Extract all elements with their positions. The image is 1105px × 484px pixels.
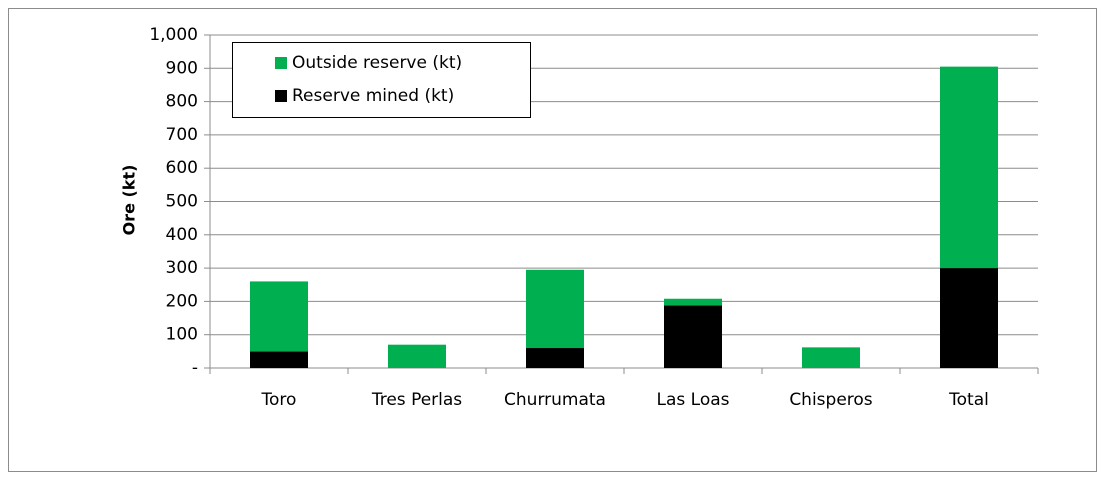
x-tick-label: Tres Perlas xyxy=(371,390,462,410)
bar-segment xyxy=(526,269,584,349)
y-tick-label: 200 xyxy=(166,291,198,311)
legend-swatch xyxy=(275,57,287,69)
legend-label: Reserve mined (kt) xyxy=(292,86,454,106)
x-tick-label: Churrumata xyxy=(504,390,606,410)
x-tick-label: Chisperos xyxy=(789,390,872,410)
bar-segment xyxy=(940,66,998,269)
bar-segment xyxy=(664,298,722,306)
legend-label: Outside reserve (kt) xyxy=(292,53,462,73)
y-tick-label: 700 xyxy=(166,125,198,145)
bar-segment xyxy=(388,344,446,368)
x-tick-label: Toro xyxy=(261,390,297,410)
y-tick-label: 600 xyxy=(166,158,198,178)
y-tick-label: 1,000 xyxy=(149,25,198,45)
legend-swatch xyxy=(275,90,287,102)
y-tick-label: 100 xyxy=(166,325,198,345)
y-axis-label: Ore (kt) xyxy=(120,165,139,236)
x-tick-label: Las Loas xyxy=(657,390,730,410)
bar-segment xyxy=(802,347,860,368)
chart-frame xyxy=(8,8,1097,472)
legend-box xyxy=(232,42,531,118)
x-tick-label: Total xyxy=(948,390,989,410)
y-tick-label: - xyxy=(192,358,198,378)
y-tick-label: 400 xyxy=(166,225,198,245)
bar-segment xyxy=(250,281,308,352)
y-tick-label: 500 xyxy=(166,192,198,212)
bar-segment xyxy=(664,305,722,368)
bar-segment xyxy=(250,351,308,368)
bar-segment xyxy=(526,348,584,368)
y-tick-label: 900 xyxy=(166,58,198,78)
y-tick-label: 800 xyxy=(166,92,198,112)
bar-segment xyxy=(940,268,998,368)
y-tick-label: 300 xyxy=(166,258,198,278)
